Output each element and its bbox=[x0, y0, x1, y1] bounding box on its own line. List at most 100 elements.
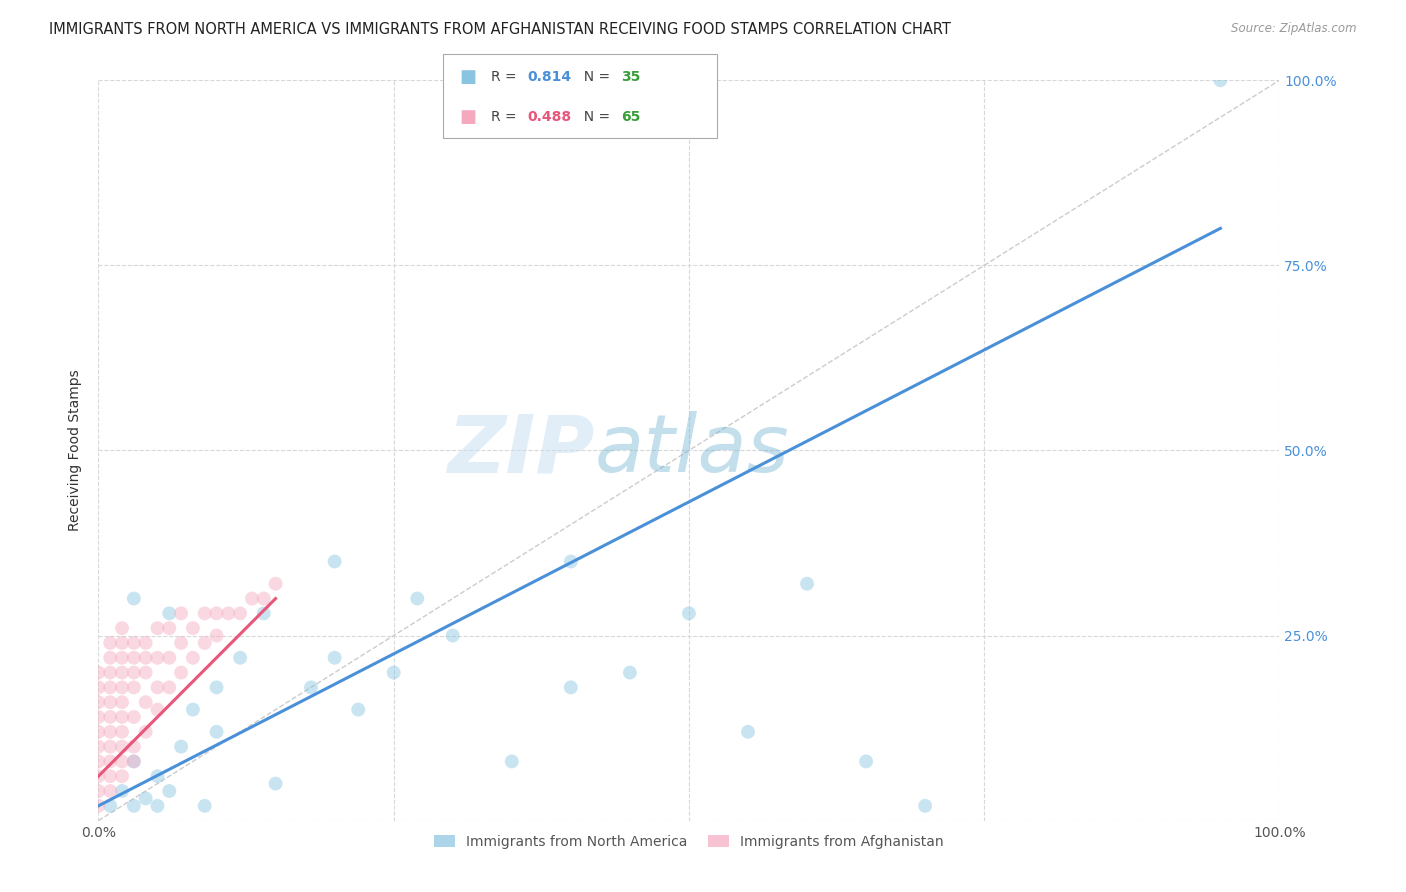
Point bbox=[122, 739, 145, 754]
Text: Source: ZipAtlas.com: Source: ZipAtlas.com bbox=[1232, 22, 1357, 36]
Point bbox=[157, 621, 180, 635]
Point bbox=[157, 681, 180, 695]
Text: 35: 35 bbox=[621, 70, 641, 84]
Point bbox=[135, 791, 157, 805]
Point bbox=[146, 798, 169, 813]
Point bbox=[111, 665, 134, 680]
Point bbox=[135, 636, 157, 650]
Point bbox=[181, 621, 204, 635]
Point bbox=[181, 703, 204, 717]
Point bbox=[194, 607, 217, 621]
Point bbox=[194, 798, 217, 813]
Point bbox=[87, 769, 110, 783]
Text: 0.814: 0.814 bbox=[527, 70, 571, 84]
Point bbox=[170, 739, 193, 754]
Point bbox=[87, 784, 110, 798]
Text: 65: 65 bbox=[621, 110, 641, 124]
Point bbox=[264, 776, 287, 791]
Point bbox=[122, 665, 145, 680]
Point bbox=[170, 665, 193, 680]
Point bbox=[87, 739, 110, 754]
Point bbox=[441, 628, 464, 642]
Point bbox=[98, 755, 121, 769]
Point bbox=[737, 724, 759, 739]
Text: 0.488: 0.488 bbox=[527, 110, 571, 124]
Point bbox=[323, 555, 346, 569]
Point bbox=[98, 710, 121, 724]
Text: IMMIGRANTS FROM NORTH AMERICA VS IMMIGRANTS FROM AFGHANISTAN RECEIVING FOOD STAM: IMMIGRANTS FROM NORTH AMERICA VS IMMIGRA… bbox=[49, 22, 950, 37]
Point bbox=[382, 665, 405, 680]
Point bbox=[87, 665, 110, 680]
Point bbox=[146, 703, 169, 717]
Point bbox=[146, 769, 169, 783]
Point bbox=[98, 769, 121, 783]
Point bbox=[122, 636, 145, 650]
Point bbox=[205, 724, 228, 739]
Point bbox=[98, 650, 121, 665]
Point bbox=[194, 636, 217, 650]
Point bbox=[157, 607, 180, 621]
Point bbox=[87, 798, 110, 813]
Point bbox=[87, 710, 110, 724]
Point bbox=[157, 650, 180, 665]
Point bbox=[135, 695, 157, 709]
Point bbox=[146, 650, 169, 665]
Point bbox=[253, 607, 276, 621]
Text: ■: ■ bbox=[460, 108, 477, 126]
Point bbox=[406, 591, 429, 606]
Point bbox=[122, 681, 145, 695]
Point bbox=[122, 710, 145, 724]
Point bbox=[264, 576, 287, 591]
Point bbox=[111, 650, 134, 665]
Point bbox=[98, 798, 121, 813]
Point bbox=[181, 650, 204, 665]
Point bbox=[98, 739, 121, 754]
Point bbox=[170, 607, 193, 621]
Point bbox=[1209, 73, 1232, 87]
Text: atlas: atlas bbox=[595, 411, 789, 490]
Text: ■: ■ bbox=[460, 69, 477, 87]
Point bbox=[678, 607, 700, 621]
Point bbox=[253, 591, 276, 606]
Point bbox=[323, 650, 346, 665]
Point bbox=[98, 636, 121, 650]
Text: R =: R = bbox=[491, 70, 520, 84]
Point bbox=[619, 665, 641, 680]
Point bbox=[122, 755, 145, 769]
Point bbox=[98, 681, 121, 695]
Point bbox=[229, 650, 252, 665]
Point bbox=[217, 607, 239, 621]
Point bbox=[146, 681, 169, 695]
Point bbox=[111, 769, 134, 783]
Point bbox=[135, 724, 157, 739]
Point bbox=[560, 681, 582, 695]
Point bbox=[796, 576, 818, 591]
Point bbox=[560, 555, 582, 569]
Y-axis label: Receiving Food Stamps: Receiving Food Stamps bbox=[69, 369, 83, 532]
Point bbox=[98, 784, 121, 798]
Point bbox=[205, 607, 228, 621]
Point bbox=[170, 636, 193, 650]
Point bbox=[111, 784, 134, 798]
Point bbox=[240, 591, 263, 606]
Point bbox=[157, 784, 180, 798]
Point bbox=[146, 621, 169, 635]
Point bbox=[111, 739, 134, 754]
Point bbox=[87, 755, 110, 769]
Text: ZIP: ZIP bbox=[447, 411, 595, 490]
Text: N =: N = bbox=[575, 110, 614, 124]
Point bbox=[98, 695, 121, 709]
Point bbox=[135, 650, 157, 665]
Point bbox=[122, 591, 145, 606]
Point bbox=[855, 755, 877, 769]
Point bbox=[111, 755, 134, 769]
Point bbox=[122, 650, 145, 665]
Point bbox=[122, 798, 145, 813]
Point bbox=[229, 607, 252, 621]
Point bbox=[111, 621, 134, 635]
Point bbox=[87, 681, 110, 695]
Point bbox=[98, 665, 121, 680]
Point bbox=[98, 724, 121, 739]
Point bbox=[87, 724, 110, 739]
Point bbox=[501, 755, 523, 769]
